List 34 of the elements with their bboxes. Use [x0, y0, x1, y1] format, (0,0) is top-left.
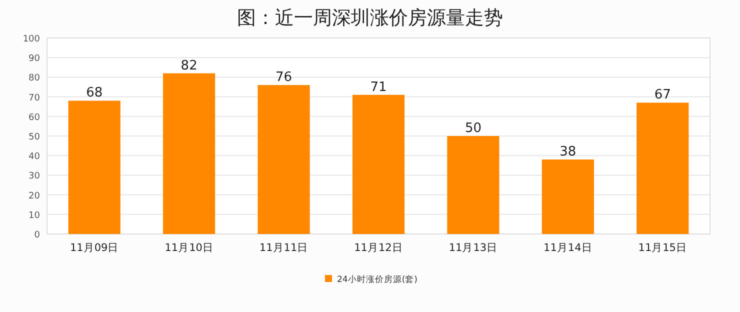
y-tick-label: 20: [28, 191, 40, 202]
y-tick-label: 10: [28, 210, 40, 221]
chart-title: 图：近一周深圳涨价房源量走势: [237, 7, 503, 29]
x-tick-label: 11月10日: [164, 242, 214, 254]
y-tick-label: 90: [28, 54, 40, 64]
bar: [636, 102, 689, 234]
x-tick-label: 11月12日: [354, 242, 403, 254]
data-label: 68: [86, 86, 103, 101]
data-label: 71: [370, 80, 387, 95]
bar: [68, 100, 120, 234]
data-label: 50: [464, 121, 482, 136]
y-tick-label: 70: [28, 93, 40, 104]
bar: [542, 160, 594, 234]
legend-label: 24小时涨价房源(套): [337, 274, 418, 285]
y-tick-label: 30: [28, 172, 40, 182]
data-label: 67: [654, 88, 671, 103]
bar: [352, 94, 405, 234]
data-label: 38: [560, 144, 576, 160]
y-tick-label: 40: [28, 152, 40, 162]
data-label: 82: [180, 58, 198, 74]
x-tick-label: 11月13日: [448, 242, 498, 254]
bar: [258, 85, 310, 234]
y-tick-label: 0: [34, 230, 40, 240]
y-tick-label: 60: [28, 112, 40, 123]
bar: [447, 136, 500, 234]
x-tick-label: 11月11日: [259, 242, 308, 254]
y-tick-label: 100: [22, 34, 40, 44]
x-tick-label: 11月15日: [638, 242, 688, 254]
x-tick-label: 11月14日: [544, 242, 592, 254]
y-tick-label: 80: [28, 74, 40, 84]
bar: [163, 73, 216, 234]
y-tick-label: 50: [28, 132, 40, 142]
x-tick-label: 11月09日: [70, 242, 119, 254]
data-label: 76: [276, 70, 292, 86]
